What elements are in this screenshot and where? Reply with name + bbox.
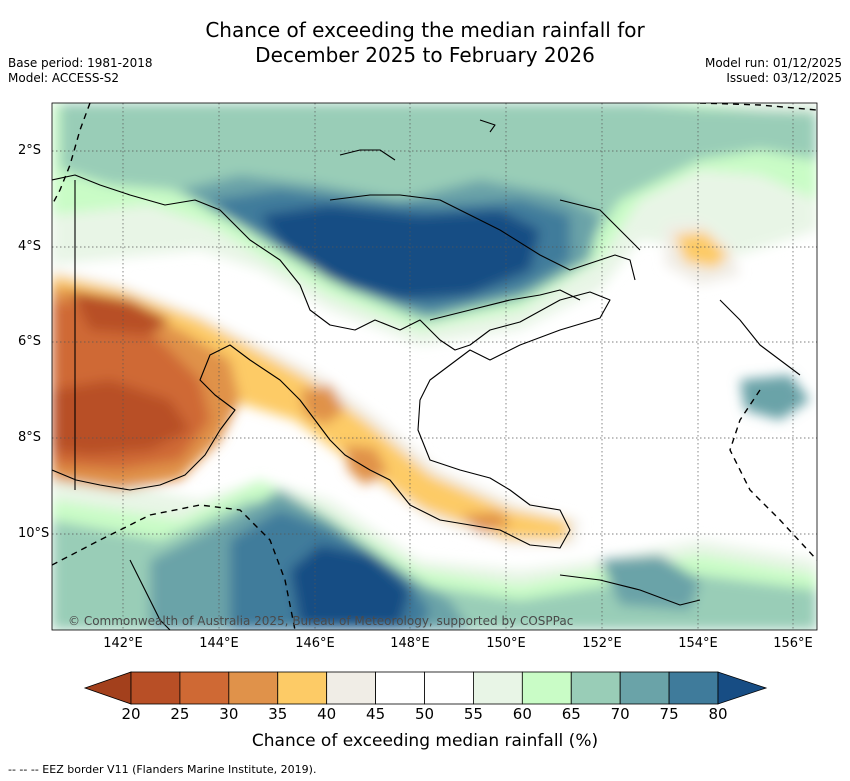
colorbar-segment	[228, 671, 279, 705]
dark-orange-west	[52, 380, 190, 455]
dark-orange-northwest	[70, 290, 170, 335]
colorbar-tick: 80	[708, 705, 728, 723]
map-field	[52, 103, 817, 630]
lon-label-152e: 152°E	[582, 636, 622, 651]
lon-label-142e: 142°E	[103, 636, 143, 651]
colorbar-label: Chance of exceeding median rainfall (%)	[251, 731, 599, 751]
issued-date: Issued: 03/12/2025	[726, 71, 842, 85]
dark-blue-north	[260, 205, 540, 300]
colorbar-segment	[570, 671, 621, 705]
coastlines	[52, 119, 801, 630]
colorbar-tick: 55	[463, 705, 483, 723]
colorbar-extend-high	[717, 671, 768, 705]
lon-label-148e: 148°E	[390, 636, 430, 651]
lat-label-6s: 6°S	[18, 334, 42, 349]
base-period: Base period: 1981-2018	[8, 56, 153, 70]
colorbar-segment	[326, 671, 376, 705]
colorbar-tick: 50	[414, 705, 435, 723]
colorbar-tick: 20	[121, 705, 141, 723]
run-info: Model run: 01/12/2025 Issued: 03/12/2025	[705, 56, 842, 86]
title-line-1: Chance of exceeding the median rainfall …	[205, 18, 645, 42]
eez-northeast	[699, 103, 817, 111]
colorbar-tick: 75	[659, 705, 679, 723]
copyright-notice: © Commonwealth of Australia 2025, Bureau…	[68, 614, 574, 628]
colorbar-tick: 60	[512, 705, 532, 723]
colorbar-tick: 40	[317, 705, 337, 723]
model-info: Base period: 1981-2018 Model: ACCESS-S2	[8, 56, 153, 86]
colorbar-tick: 30	[219, 705, 239, 723]
lat-label-8s: 8°S	[18, 430, 42, 445]
colorbar-tick: 45	[366, 705, 386, 723]
lon-label-146e: 146°E	[295, 636, 335, 651]
lat-label-4s: 4°S	[18, 239, 42, 254]
teal-east	[740, 375, 810, 420]
colorbar-segment	[424, 671, 474, 705]
dark-blue-south	[290, 545, 410, 625]
eez-southwest	[52, 504, 296, 630]
colorbar-segments	[83, 671, 768, 705]
colorbar-extend-low	[83, 671, 132, 705]
orange-southeast-spot	[460, 512, 512, 532]
eez-legend: -- -- -- EEZ border V11 (Flanders Marine…	[8, 763, 317, 776]
colorbar-segment	[130, 671, 181, 705]
colorbar-segment	[375, 671, 425, 705]
colorbar-segment	[668, 671, 719, 705]
colorbar-tick: 35	[268, 705, 288, 723]
lon-label-156e: 156°E	[773, 636, 813, 651]
australia-coastline	[129, 559, 171, 630]
lon-label-144e: 144°E	[199, 636, 239, 651]
bougainville-coastline	[719, 299, 801, 376]
colorbar-segment	[473, 671, 523, 705]
teal-southeast	[600, 555, 700, 610]
gridlines	[52, 103, 817, 630]
new-britain-south-coast	[429, 289, 581, 321]
colorbar-segment	[619, 671, 670, 705]
lon-label-150e: 150°E	[486, 636, 526, 651]
louisiade-coastline	[559, 574, 701, 606]
colorbar-segment	[521, 671, 572, 705]
eez-southeast	[729, 389, 817, 561]
lat-label-10s: 10°S	[18, 526, 50, 541]
new-ireland-coastline	[559, 199, 641, 251]
model-name: Model: ACCESS-S2	[8, 71, 120, 85]
new-guinea-coastline	[52, 174, 611, 549]
new-britain-coastline	[329, 194, 636, 281]
map-title: Chance of exceeding the median rainfall …	[0, 18, 850, 68]
manus-coastline	[339, 149, 396, 161]
yellow-northeast	[675, 232, 728, 268]
eez-borders	[52, 103, 817, 630]
lon-label-154e: 154°E	[678, 636, 718, 651]
map-frame	[51, 102, 818, 631]
orange-ridge-spot	[345, 445, 388, 485]
colorbar-tick: 25	[170, 705, 190, 723]
colorbar-segment	[179, 671, 230, 705]
island-north	[479, 119, 496, 133]
lat-label-2s: 2°S	[18, 143, 42, 158]
title-line-2: December 2025 to February 2026	[255, 43, 595, 67]
colorbar-tick: 65	[561, 705, 581, 723]
model-run: Model run: 01/12/2025	[704, 56, 842, 70]
colorbar-segment	[277, 671, 328, 705]
colorbar-tick: 70	[610, 705, 630, 723]
